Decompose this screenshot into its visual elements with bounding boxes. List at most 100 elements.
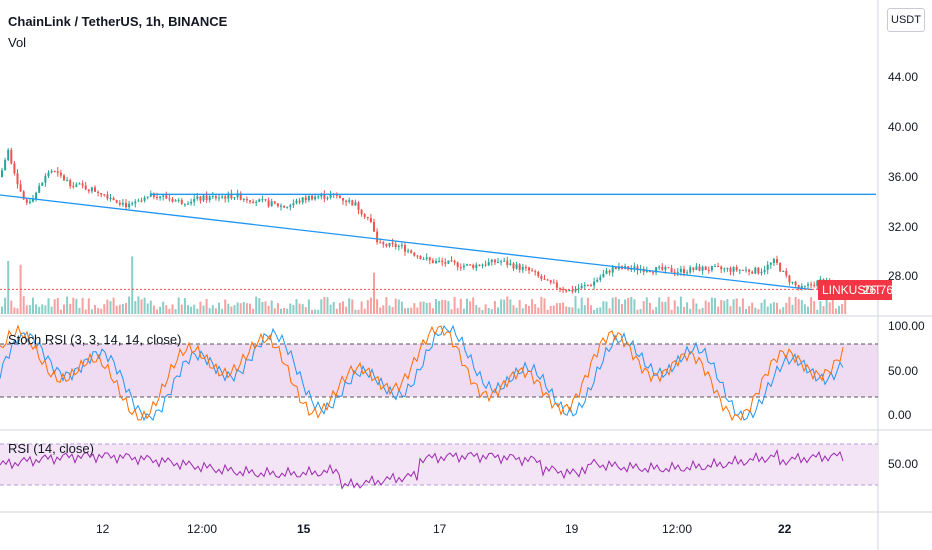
candle-body — [22, 191, 25, 200]
candle-body — [286, 206, 289, 208]
volume-bar — [766, 306, 769, 314]
candle-body — [118, 202, 121, 205]
candle-body — [19, 184, 22, 192]
volume-bar — [202, 305, 205, 314]
candle-body — [156, 196, 158, 198]
candle-body — [593, 281, 596, 286]
candle-body — [807, 284, 809, 286]
volume-bar — [701, 307, 704, 314]
candle-body — [168, 198, 171, 200]
symbol-title[interactable]: ChainLink / TetherUS, 1h, BINANCE — [8, 14, 228, 29]
candle-body — [785, 270, 788, 276]
candle-body — [137, 200, 140, 202]
candle-body — [41, 182, 44, 186]
candle-body — [165, 195, 168, 199]
currency-unit-button[interactable]: USDT — [887, 8, 925, 32]
volume-bar — [568, 307, 571, 314]
volume-legend[interactable]: Vol — [8, 35, 27, 50]
candle-body — [174, 200, 177, 202]
candle-body — [658, 266, 661, 268]
volume-bar — [816, 309, 819, 314]
volume-bar — [655, 307, 658, 314]
volume-bar — [7, 260, 10, 314]
candle-body — [214, 196, 217, 199]
volume-bar — [233, 305, 236, 314]
candle-body — [109, 198, 112, 200]
candle-body — [357, 202, 360, 210]
candle-body — [574, 289, 577, 292]
volume-bar — [608, 308, 611, 314]
candle-body — [813, 285, 816, 287]
candle-body — [766, 264, 769, 270]
volume-bar — [627, 297, 630, 314]
volume-bar — [828, 302, 831, 314]
candle-body — [159, 196, 162, 198]
candle-body — [258, 199, 261, 203]
candle-body — [397, 245, 400, 248]
candle-body — [208, 196, 211, 201]
candle-body — [484, 264, 487, 266]
volume-bar — [258, 298, 261, 314]
volume-bar — [679, 296, 682, 314]
volume-bar — [673, 300, 676, 314]
candle-body — [673, 272, 676, 274]
candle-body — [363, 214, 366, 217]
volume-bar — [531, 299, 534, 314]
volume-bar — [466, 298, 468, 314]
volume-bar — [183, 298, 186, 314]
candle-body — [757, 267, 760, 274]
volume-bar — [41, 304, 44, 314]
candle-body — [760, 271, 763, 274]
volume-bar — [25, 305, 28, 314]
candle-body — [723, 268, 726, 270]
candle-body — [326, 197, 329, 199]
volume-bar — [583, 305, 586, 314]
candle-body — [311, 195, 313, 200]
stoch-rsi-title[interactable]: Stoch RSI (3, 3, 14, 14, close) — [8, 332, 182, 347]
candle-body — [797, 285, 800, 289]
candle-body — [478, 264, 481, 266]
candle-body — [193, 198, 196, 202]
candle-body — [388, 242, 391, 247]
candle-body — [645, 270, 648, 272]
candle-body — [590, 285, 592, 287]
candle-body — [729, 267, 732, 272]
volume-bar — [35, 304, 38, 314]
volume-bar — [125, 303, 127, 314]
candle-body — [112, 198, 115, 201]
candle-body — [53, 170, 56, 172]
stoch-d-line — [0, 324, 844, 422]
volume-bar — [196, 308, 199, 314]
volume-bar — [208, 308, 211, 314]
volume-bar — [227, 303, 230, 314]
candle-body — [382, 242, 385, 245]
volume-bar — [289, 303, 292, 314]
candle-body — [779, 262, 782, 272]
volume-bar — [4, 297, 7, 314]
volume-bar — [487, 307, 490, 314]
volume-bar — [397, 299, 400, 314]
candle-body — [540, 275, 543, 279]
volume-bar — [90, 309, 93, 314]
price-tick-36: 36.00 — [888, 170, 919, 184]
candle-body — [81, 183, 84, 186]
volume-bar — [230, 306, 233, 314]
candle-body — [487, 262, 490, 266]
volume-bar — [168, 308, 171, 314]
rsi-title[interactable]: RSI (14, close) — [8, 441, 94, 456]
volume-bar — [329, 304, 332, 314]
candle-body — [782, 270, 785, 272]
candle-body — [369, 217, 372, 222]
volume-bar — [407, 307, 410, 314]
volume-bar — [1, 306, 3, 314]
volume-bar — [834, 308, 837, 314]
candle-body — [391, 242, 394, 244]
volume-bar — [593, 309, 596, 314]
candle-body — [354, 202, 357, 206]
candle-body — [245, 198, 248, 201]
volume-bar — [490, 309, 493, 314]
candle-body — [546, 279, 549, 281]
candle-body — [462, 265, 465, 268]
candle-body — [28, 201, 31, 203]
